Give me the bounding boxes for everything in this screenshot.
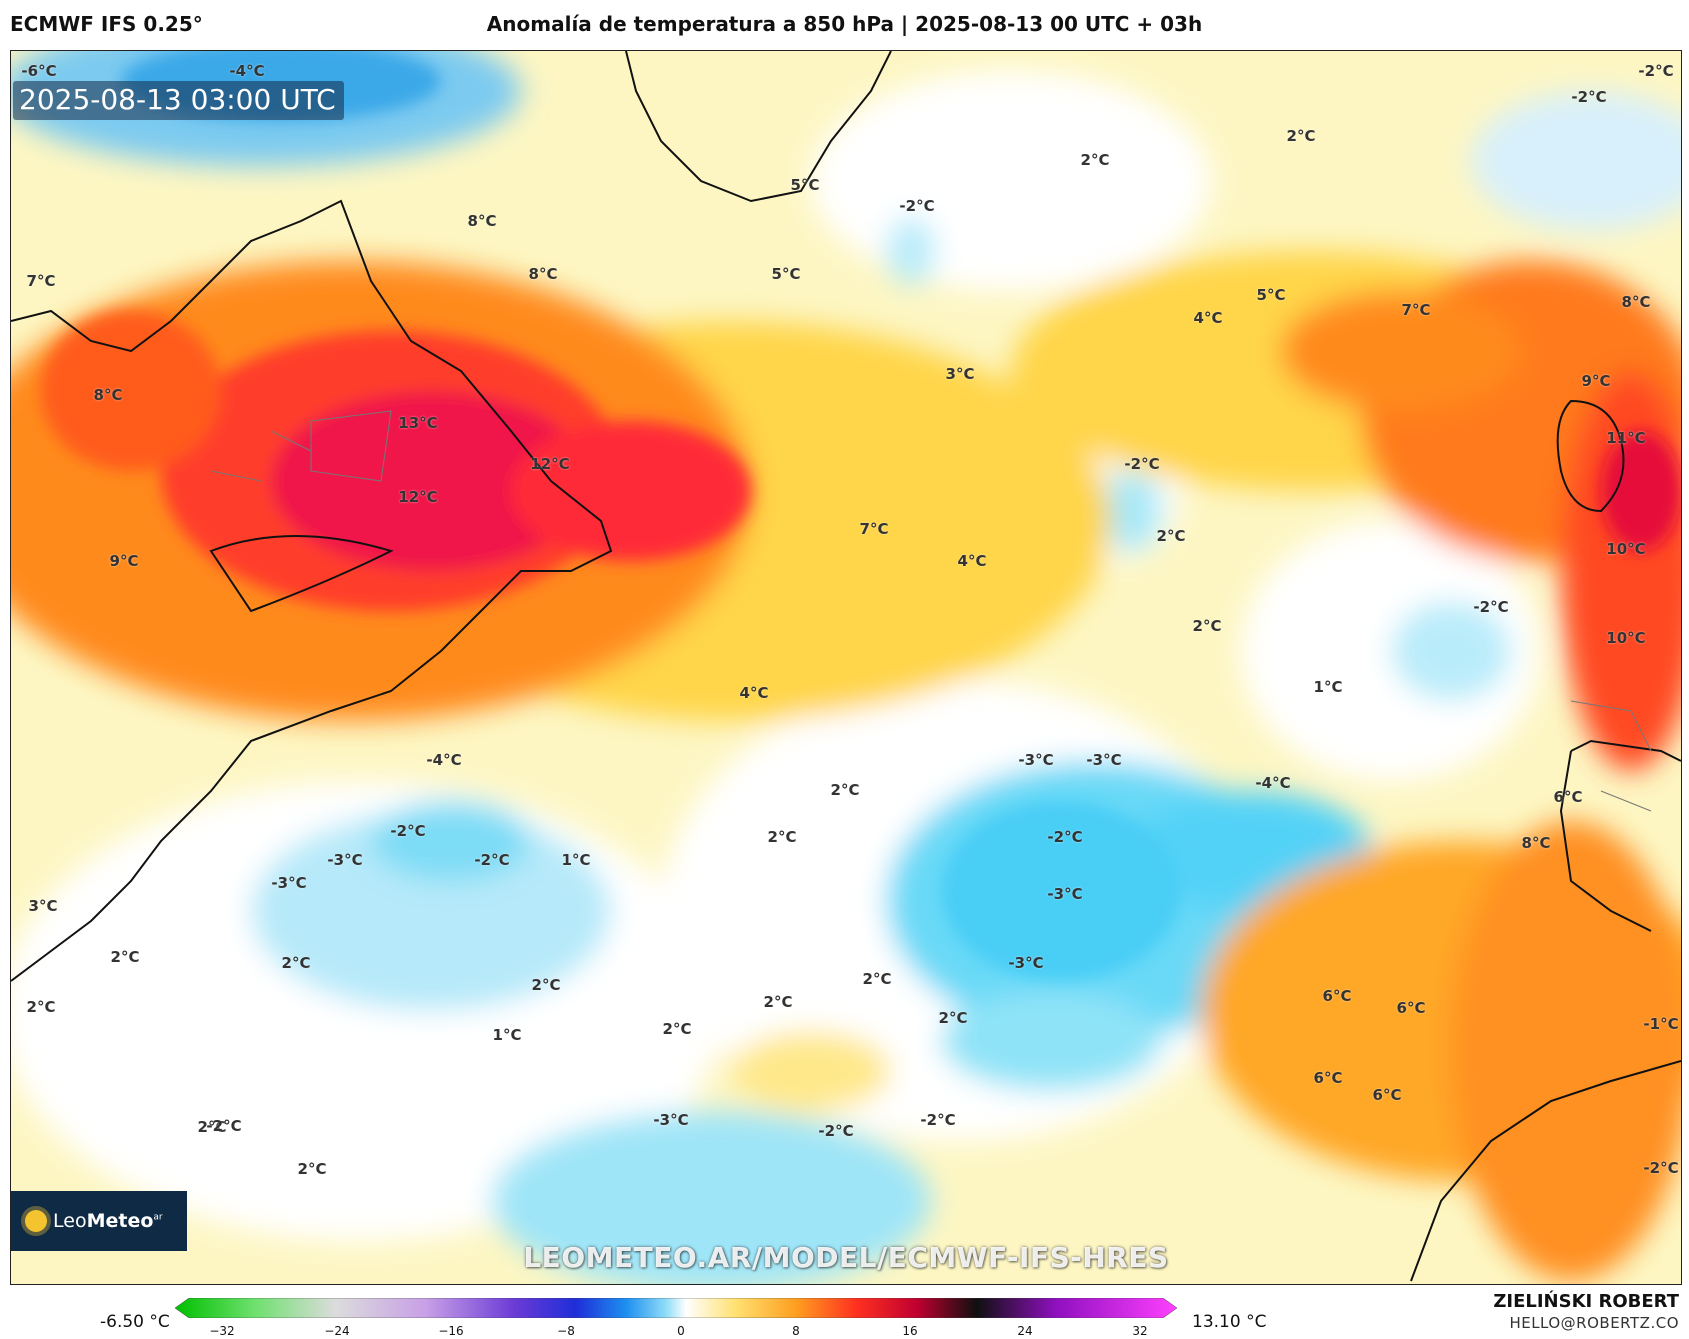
- anomaly-field: [11, 51, 1681, 1284]
- contour-label: -2°C: [920, 1111, 956, 1129]
- contour-label: 1°C: [561, 851, 591, 869]
- contour-label: 2°C: [938, 1009, 968, 1027]
- contour-label: -3°C: [1047, 885, 1083, 903]
- contour-label: -3°C: [1018, 751, 1054, 769]
- colorbar-tick: 24: [1017, 1324, 1033, 1338]
- colorbar-tick: 16: [902, 1324, 918, 1338]
- colorbar-tick: −8: [557, 1324, 575, 1338]
- contour-label: 2°C: [281, 954, 311, 972]
- contour-label: -2°C: [390, 822, 426, 840]
- sun-icon: [25, 1210, 47, 1232]
- contour-label: 11°C: [1606, 429, 1646, 447]
- contour-label: 8°C: [1621, 293, 1651, 311]
- contour-label: 6°C: [1553, 788, 1583, 806]
- contour-label: 8°C: [93, 386, 123, 404]
- colorbar-min-label: -6.50 °C: [100, 1312, 170, 1332]
- contour-label: 2°C: [1192, 617, 1222, 635]
- contour-label: 1°C: [492, 1026, 522, 1044]
- contour-label: 8°C: [528, 265, 558, 283]
- contour-label: 10°C: [1606, 629, 1646, 647]
- contour-label: -2°C: [1473, 598, 1509, 616]
- contour-label: -4°C: [229, 62, 265, 80]
- temperature-anomaly-map: 2025-08-13 03:00 UTC -6°C -4°C -2°C -2°C 2°C…: [10, 50, 1682, 1285]
- colorbar-tick: −32: [209, 1324, 235, 1338]
- contour-label: -2°C: [1124, 455, 1160, 473]
- contour-label: 8°C: [1521, 834, 1551, 852]
- colorbar-tick: −24: [324, 1324, 350, 1338]
- contour-label: -2°C: [206, 1117, 242, 1135]
- contour-label: -3°C: [1086, 751, 1122, 769]
- contour-label: 7°C: [859, 520, 889, 538]
- contour-label: 2°C: [662, 1020, 692, 1038]
- source-watermark: LEOMETEO.AR/MODEL/ECMWF-IFS-HRES: [523, 1241, 1169, 1274]
- timestamp-badge: 2025-08-13 03:00 UTC: [13, 81, 344, 120]
- contour-label: -1°C: [1643, 1015, 1679, 1033]
- colorbar-tick: 0: [677, 1324, 685, 1338]
- contour-label: 4°C: [739, 684, 769, 702]
- contour-label: 12°C: [398, 488, 438, 506]
- contour-label: 2°C: [531, 976, 561, 994]
- contour-label: 1°C: [1313, 678, 1343, 696]
- contour-label: -3°C: [271, 874, 307, 892]
- contour-label: 7°C: [26, 272, 56, 290]
- contour-label: -2°C: [474, 851, 510, 869]
- contour-label: -2°C: [818, 1122, 854, 1140]
- colorbar-tick: 32: [1132, 1324, 1148, 1338]
- contour-label: 2°C: [830, 781, 860, 799]
- contour-label: 2°C: [1286, 127, 1316, 145]
- map-title: Anomalía de temperatura a 850 hPa | 2025…: [486, 12, 1203, 36]
- contour-label: 2°C: [197, 1118, 227, 1136]
- contour-label: 9°C: [109, 552, 139, 570]
- contour-label: 3°C: [945, 365, 975, 383]
- contour-label: -2°C: [1638, 62, 1674, 80]
- author-email: HELLO@ROBERTZ.CO: [1509, 1314, 1679, 1332]
- contour-label: 2°C: [110, 948, 140, 966]
- contour-label: 4°C: [957, 552, 987, 570]
- contour-label: -2°C: [1047, 828, 1083, 846]
- contour-label: 5°C: [790, 176, 820, 194]
- contour-label: 13°C: [398, 414, 438, 432]
- contour-label: 6°C: [1396, 999, 1426, 1017]
- contour-label: 2°C: [297, 1160, 327, 1178]
- contour-label: -3°C: [1008, 954, 1044, 972]
- colorbar-max-label: 13.10 °C: [1192, 1312, 1267, 1332]
- contour-label: 3°C: [28, 897, 58, 915]
- contour-label: -3°C: [327, 851, 363, 869]
- contour-label: 5°C: [1256, 286, 1286, 304]
- contour-label: 7°C: [1401, 301, 1431, 319]
- contour-label: 6°C: [1313, 1069, 1343, 1087]
- contour-label: 2°C: [1080, 151, 1110, 169]
- contour-label: 2°C: [767, 828, 797, 846]
- logo-text: LeoMeteoar: [53, 1210, 163, 1232]
- contour-label: -4°C: [426, 751, 462, 769]
- colorbar-tick: −16: [438, 1324, 464, 1338]
- contour-label: -2°C: [899, 197, 935, 215]
- contour-label: 2°C: [1156, 527, 1186, 545]
- contour-label: -4°C: [1255, 774, 1291, 792]
- author-name: ZIELIŃSKI ROBERT: [1493, 1291, 1679, 1312]
- contour-label: 9°C: [1581, 372, 1611, 390]
- contour-label: 6°C: [1322, 987, 1352, 1005]
- contour-label: -2°C: [1571, 88, 1607, 106]
- contour-label: -2°C: [1643, 1159, 1679, 1177]
- model-name: ECMWF IFS 0.25°: [10, 12, 203, 36]
- leometeo-logo: LeoMeteoar: [11, 1191, 187, 1251]
- contour-label: -3°C: [653, 1111, 689, 1129]
- contour-label: 6°C: [1372, 1086, 1402, 1104]
- contour-label: 10°C: [1606, 540, 1646, 558]
- contour-label: 2°C: [26, 998, 56, 1016]
- colorbar-tick: 8: [792, 1324, 800, 1338]
- contour-label: 8°C: [467, 212, 497, 230]
- contour-label: -6°C: [21, 62, 57, 80]
- colorbar: [175, 1298, 1177, 1318]
- contour-label: 2°C: [862, 970, 892, 988]
- contour-label: 12°C: [530, 455, 570, 473]
- contour-label: 2°C: [763, 993, 793, 1011]
- contour-label: 4°C: [1193, 309, 1223, 327]
- contour-label: 5°C: [771, 265, 801, 283]
